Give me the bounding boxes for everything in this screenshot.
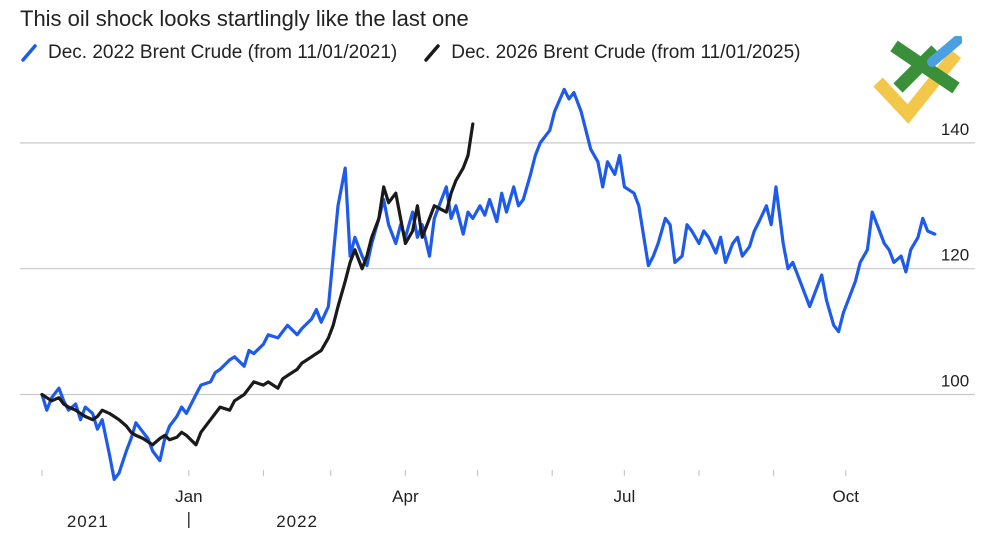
year-label: 2022 <box>276 512 318 531</box>
legend-label-series-b: Dec. 2026 Brent Crude (from 11/01/2025) <box>451 42 801 63</box>
legend-label-series-a: Dec. 2022 Brent Crude (from 11/01/2021) <box>48 42 398 63</box>
legend-item-series-a: Dec. 2022 Brent Crude (from 11/01/2021) <box>20 42 397 64</box>
series-line-dec-2022 <box>40 87 937 481</box>
chart-legend: Dec. 2022 Brent Crude (from 11/01/2021) … <box>20 42 826 64</box>
brand-logo-icon <box>872 35 963 133</box>
y-tick-label: 100 <box>941 372 969 391</box>
series-line-dec-2026 <box>40 122 475 447</box>
y-tick-label: 120 <box>941 246 969 265</box>
chart-title: This oil shock looks startlingly like th… <box>20 6 469 31</box>
x-tick-label: Apr <box>392 487 419 506</box>
legend-item-series-b: Dec. 2026 Brent Crude (from 11/01/2025) <box>423 42 800 64</box>
legend-swatch-black-icon <box>423 44 441 62</box>
y-tick-label: 140 <box>941 120 969 139</box>
x-tick-label: Jan <box>175 487 202 506</box>
x-tick-label: Oct <box>833 487 860 506</box>
year-label: 2021 <box>67 512 109 531</box>
legend-swatch-blue-icon <box>20 44 38 62</box>
x-tick-label: Jul <box>614 487 636 506</box>
